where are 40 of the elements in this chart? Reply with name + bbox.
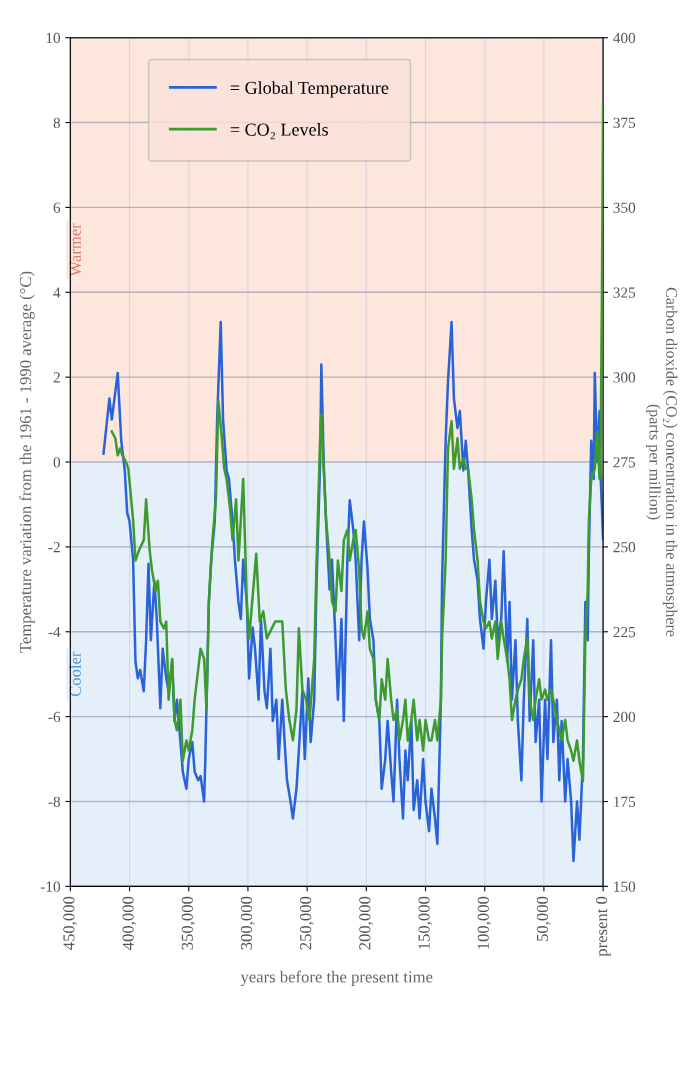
y-tick-label: 6 <box>53 202 61 213</box>
y2-tick-label: 275 <box>613 457 636 468</box>
band-label: Cooler <box>69 651 81 697</box>
x-axis-title: years before the present time <box>240 970 433 986</box>
y-tick-label: 0 <box>53 457 61 468</box>
x-tick-label: 50,000 <box>536 896 551 941</box>
y2-tick-label: 325 <box>613 287 636 298</box>
y2-tick-label: 375 <box>613 117 636 129</box>
x-tick-label: 300,000 <box>240 896 255 950</box>
line-series <box>110 104 604 783</box>
y-tick-label: -4 <box>48 627 61 638</box>
y2-tick-label: 350 <box>613 202 636 213</box>
x-tick-label: 250,000 <box>300 896 314 950</box>
band-label: Warmer <box>69 223 81 277</box>
y-tick-label: 8 <box>53 117 61 129</box>
x-tick-label: 400,000 <box>122 896 137 950</box>
y-tick-label: -2 <box>48 542 60 553</box>
y2-tick-label: 150 <box>614 881 636 892</box>
y-axis-title: Temperature variation from the 1961 - 1990 average (°C) <box>19 271 35 653</box>
y-tick-label: 4 <box>53 287 61 298</box>
y2-tick-label: 175 <box>614 796 636 807</box>
legend-label: = Global Temperature <box>230 81 389 98</box>
y-tick-label: -10 <box>40 881 61 892</box>
y2-tick-label: 300 <box>613 372 636 383</box>
x-tick-label: 450,000 <box>63 896 77 950</box>
x-tick-label: present 0 <box>596 896 611 957</box>
y-tick-label: 2 <box>53 372 60 383</box>
legend-label: = CO₂ Levels <box>230 122 328 140</box>
x-tick-label: 200,000 <box>359 896 373 950</box>
y2-tick-label: 200 <box>613 711 636 723</box>
y2-tick-label: 225 <box>613 626 636 638</box>
y2-tick-label: 400 <box>613 32 636 44</box>
y-tick-label: -8 <box>48 796 61 807</box>
y-tick-label: -6 <box>48 711 61 723</box>
x-tick-label: 100,000 <box>477 896 492 949</box>
x-tick-label: 150,000 <box>418 896 433 949</box>
y2-axis-title: Carbon dioxide (CO₂) concentration in the atmosphere (parts per million) <box>646 287 678 637</box>
y-tick-label: 10 <box>46 32 61 44</box>
y2-tick-label: 250 <box>613 542 636 553</box>
x-tick-label: 350,000 <box>181 896 196 950</box>
